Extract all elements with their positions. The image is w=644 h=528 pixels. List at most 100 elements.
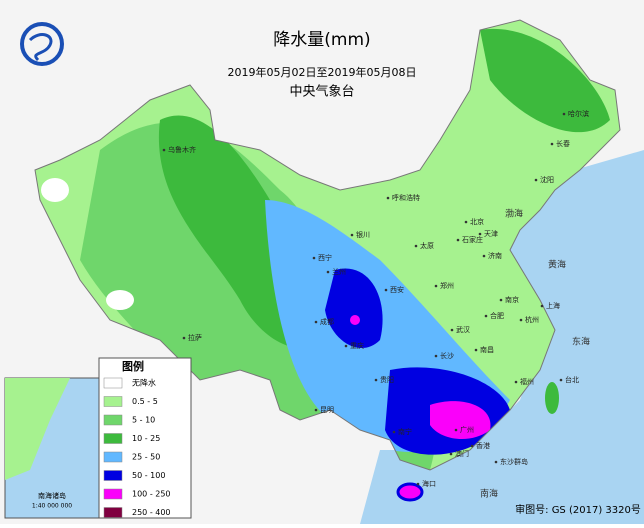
city-label: 太原 [420,241,434,250]
city-label: 哈尔滨 [568,109,589,118]
city-dot [350,233,354,237]
city-dot [519,318,523,322]
legend-swatch [103,414,123,426]
city-label: 福州 [520,377,534,386]
legend-label: 100 - 250 [132,490,171,499]
title: 降水量(mm) [273,30,370,50]
inset-land [5,378,70,480]
city-dot [374,378,378,382]
city-dot [344,344,348,348]
city-label: 西宁 [318,253,332,262]
field-dry-west [41,178,69,202]
city-dot [454,428,458,432]
city-label: 东沙群岛 [500,457,528,466]
city-dot [494,460,498,464]
sea-label: 东海 [572,336,590,348]
period: 2019年05月02日至2019年05月08日 [228,65,417,79]
city-dot [326,270,330,274]
legend-swatch [103,470,123,481]
city-label: 北京 [470,217,484,226]
city-dot [434,284,438,288]
city-label: 南宁 [398,427,412,436]
city-dot [450,328,454,332]
city-label: 西安 [390,285,404,294]
legend-label: 10 - 25 [132,434,160,443]
city-label: 昆明 [320,406,334,414]
field-magenta-spot [350,315,360,325]
city-dot [162,148,166,152]
city-label: 沈阳 [540,175,554,184]
city-label: 呼和浩特 [392,193,420,202]
city-label: 武汉 [456,325,470,334]
city-dot [474,348,478,352]
sea-label: 南海 [480,488,498,500]
legend-label: 25 - 50 [132,453,160,462]
agency: 中央气象台 [289,84,354,100]
legend-swatch [103,488,123,500]
legend-swatch [103,433,123,444]
city-dot [414,244,418,248]
city-label: 贵阳 [380,375,394,384]
city-label: 乌鲁木齐 [168,145,196,154]
inset-label: 南海诸岛 [38,491,66,500]
city-dot [499,298,503,302]
city-dot [456,238,460,242]
city-dot [559,378,563,382]
legend-swatch [103,396,123,407]
city-dot [386,196,390,200]
city-dot [314,408,318,412]
city-label: 台北 [565,375,579,384]
city-dot [484,314,488,318]
city-label: 合肥 [490,311,504,320]
city-label: 石家庄 [462,235,483,244]
city-dot [534,178,538,182]
city-label: 天津 [484,230,498,238]
city-dot [540,304,544,308]
city-dot [478,232,482,236]
city-label: 澳门 [455,449,469,458]
legend-label: 5 - 10 [132,416,155,425]
city-dot [312,256,316,260]
city-dot [182,336,186,340]
sea-label: 黄海 [548,259,566,271]
sea-label: 渤海 [505,208,523,220]
legend-swatch [103,451,123,463]
city-dot [550,142,554,146]
field-magenta [430,401,491,440]
legend-label: 50 - 100 [132,471,165,480]
city-label: 长春 [556,139,570,148]
hainan [396,482,424,502]
legend-label: 250 - 400 [132,508,171,517]
field-dry [106,290,134,310]
city-label: 成都 [320,317,334,326]
city-dot [470,444,474,448]
city-label: 杭州 [525,315,539,324]
sea [360,150,644,524]
legend-label: 0.5 - 5 [132,397,158,406]
city-dot [392,430,396,434]
border [34,19,621,471]
legend-swatch [103,507,123,518]
city-dot [384,288,388,292]
city-label: 海口 [422,479,436,488]
city-label: 长沙 [440,351,454,360]
city-dot [464,220,468,224]
city-label: 兰州 [332,267,346,276]
city-label: 南京 [505,295,519,304]
city-dot [434,354,438,358]
city-dot [482,254,486,258]
legend: 无降水 0.5 - 5 5 - 10 10 - 25 25 - 50 50 - 100 10… [103,378,171,518]
field-northeast [480,28,610,133]
city-label: 南昌 [480,345,494,354]
city-label: 上海 [546,301,560,310]
logo [20,22,64,66]
taiwan [545,382,559,414]
city-dot [416,482,420,486]
city-label: 银川 [356,230,370,239]
city-label: 郑州 [440,282,454,290]
field-dark-blue [325,268,383,349]
city-dot [514,380,518,384]
inset-scale: 1:40 000 000 [32,503,72,510]
